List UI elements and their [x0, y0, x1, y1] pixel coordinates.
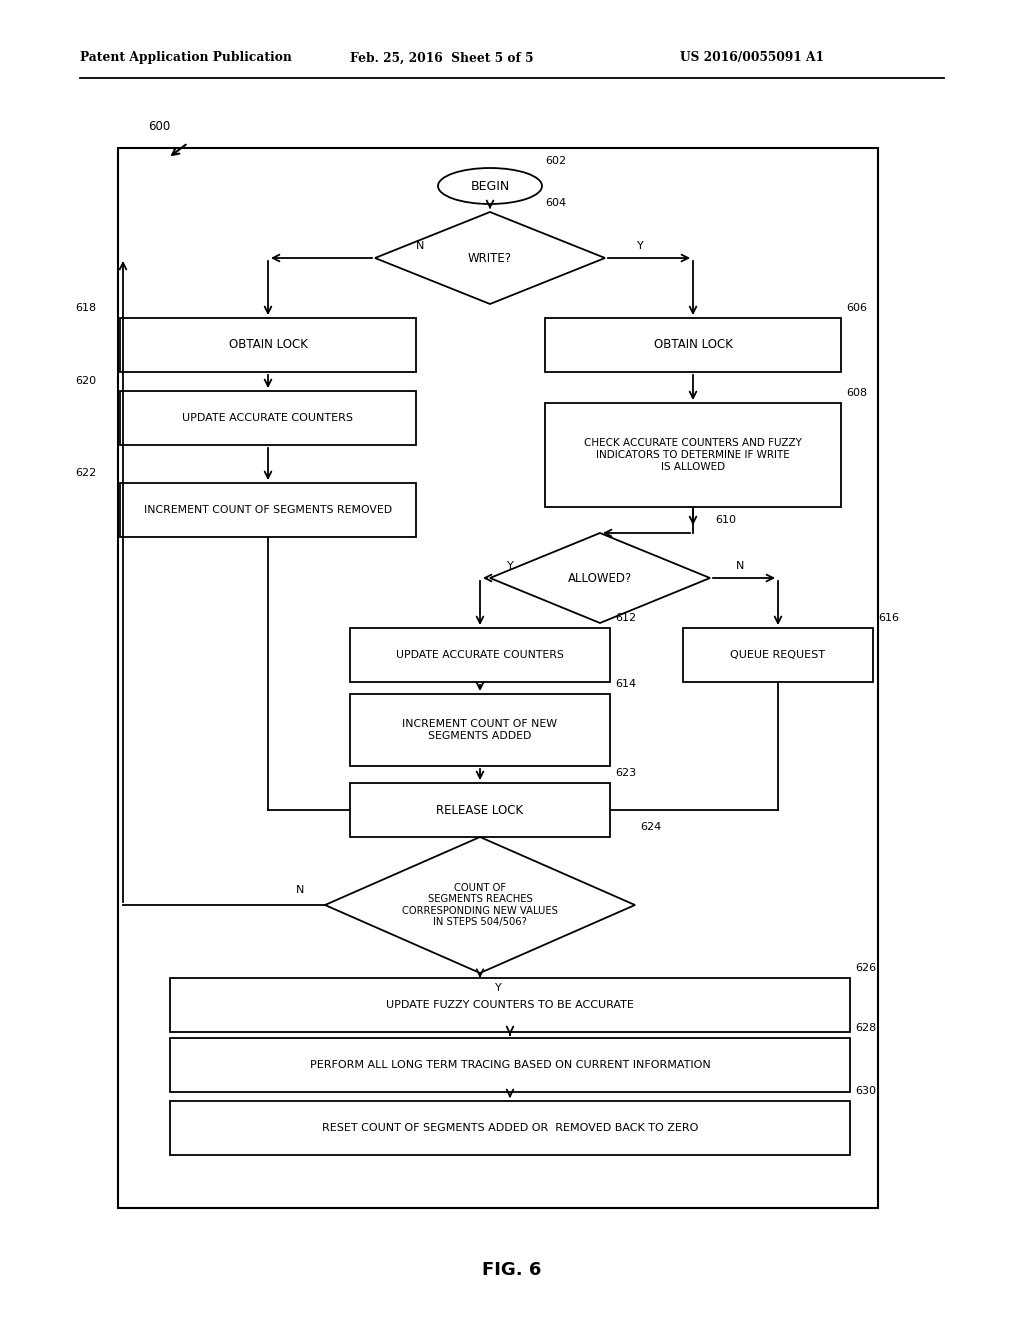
- Ellipse shape: [438, 168, 542, 205]
- Text: FIG. 6: FIG. 6: [482, 1261, 542, 1279]
- Text: OBTAIN LOCK: OBTAIN LOCK: [228, 338, 307, 351]
- FancyBboxPatch shape: [545, 403, 841, 507]
- Text: 604: 604: [545, 198, 566, 209]
- Text: UPDATE ACCURATE COUNTERS: UPDATE ACCURATE COUNTERS: [396, 649, 564, 660]
- Text: UPDATE FUZZY COUNTERS TO BE ACCURATE: UPDATE FUZZY COUNTERS TO BE ACCURATE: [386, 1001, 634, 1010]
- Text: Patent Application Publication: Patent Application Publication: [80, 51, 292, 65]
- Text: WRITE?: WRITE?: [468, 252, 512, 264]
- Text: PERFORM ALL LONG TERM TRACING BASED ON CURRENT INFORMATION: PERFORM ALL LONG TERM TRACING BASED ON C…: [309, 1060, 711, 1071]
- Text: UPDATE ACCURATE COUNTERS: UPDATE ACCURATE COUNTERS: [182, 413, 353, 422]
- Polygon shape: [375, 213, 605, 304]
- Text: 606: 606: [846, 304, 867, 313]
- Text: 623: 623: [615, 768, 636, 777]
- FancyBboxPatch shape: [350, 628, 610, 682]
- Text: US 2016/0055091 A1: US 2016/0055091 A1: [680, 51, 824, 65]
- Text: Y: Y: [507, 561, 513, 572]
- Text: 630: 630: [855, 1086, 876, 1096]
- Text: CHECK ACCURATE COUNTERS AND FUZZY
INDICATORS TO DETERMINE IF WRITE
IS ALLOWED: CHECK ACCURATE COUNTERS AND FUZZY INDICA…: [584, 438, 802, 471]
- Text: 600: 600: [148, 120, 170, 133]
- FancyBboxPatch shape: [120, 483, 416, 537]
- Text: OBTAIN LOCK: OBTAIN LOCK: [653, 338, 732, 351]
- FancyBboxPatch shape: [170, 1038, 850, 1092]
- Text: RESET COUNT OF SEGMENTS ADDED OR  REMOVED BACK TO ZERO: RESET COUNT OF SEGMENTS ADDED OR REMOVED…: [322, 1123, 698, 1133]
- Text: COUNT OF
SEGMENTS REACHES
CORRESPONDING NEW VALUES
IN STEPS 504/506?: COUNT OF SEGMENTS REACHES CORRESPONDING …: [402, 883, 558, 928]
- Text: 618: 618: [75, 304, 96, 313]
- Text: 616: 616: [878, 612, 899, 623]
- Text: QUEUE REQUEST: QUEUE REQUEST: [730, 649, 825, 660]
- FancyBboxPatch shape: [350, 783, 610, 837]
- Text: RELEASE LOCK: RELEASE LOCK: [436, 804, 523, 817]
- FancyBboxPatch shape: [545, 318, 841, 372]
- Text: N: N: [296, 884, 304, 895]
- FancyBboxPatch shape: [683, 628, 873, 682]
- Text: N: N: [736, 561, 744, 572]
- Text: 610: 610: [715, 515, 736, 525]
- Text: N: N: [416, 242, 424, 251]
- Text: INCREMENT COUNT OF NEW
SEGMENTS ADDED: INCREMENT COUNT OF NEW SEGMENTS ADDED: [402, 719, 557, 741]
- Text: ALLOWED?: ALLOWED?: [568, 572, 632, 585]
- Text: INCREMENT COUNT OF SEGMENTS REMOVED: INCREMENT COUNT OF SEGMENTS REMOVED: [144, 506, 392, 515]
- Text: 602: 602: [545, 156, 566, 166]
- Text: Y: Y: [495, 983, 502, 993]
- FancyBboxPatch shape: [350, 694, 610, 766]
- Text: 626: 626: [855, 964, 877, 973]
- FancyBboxPatch shape: [120, 318, 416, 372]
- Text: BEGIN: BEGIN: [470, 180, 510, 193]
- FancyBboxPatch shape: [170, 978, 850, 1032]
- Text: Feb. 25, 2016  Sheet 5 of 5: Feb. 25, 2016 Sheet 5 of 5: [350, 51, 534, 65]
- Text: 620: 620: [75, 376, 96, 385]
- Text: 628: 628: [855, 1023, 877, 1034]
- Text: 608: 608: [846, 388, 867, 399]
- Text: Y: Y: [637, 242, 643, 251]
- Polygon shape: [490, 533, 710, 623]
- Polygon shape: [325, 837, 635, 973]
- Text: 624: 624: [640, 822, 662, 832]
- FancyBboxPatch shape: [120, 391, 416, 445]
- Text: 614: 614: [615, 678, 636, 689]
- Text: 612: 612: [615, 612, 636, 623]
- Text: 622: 622: [75, 469, 96, 478]
- FancyBboxPatch shape: [170, 1101, 850, 1155]
